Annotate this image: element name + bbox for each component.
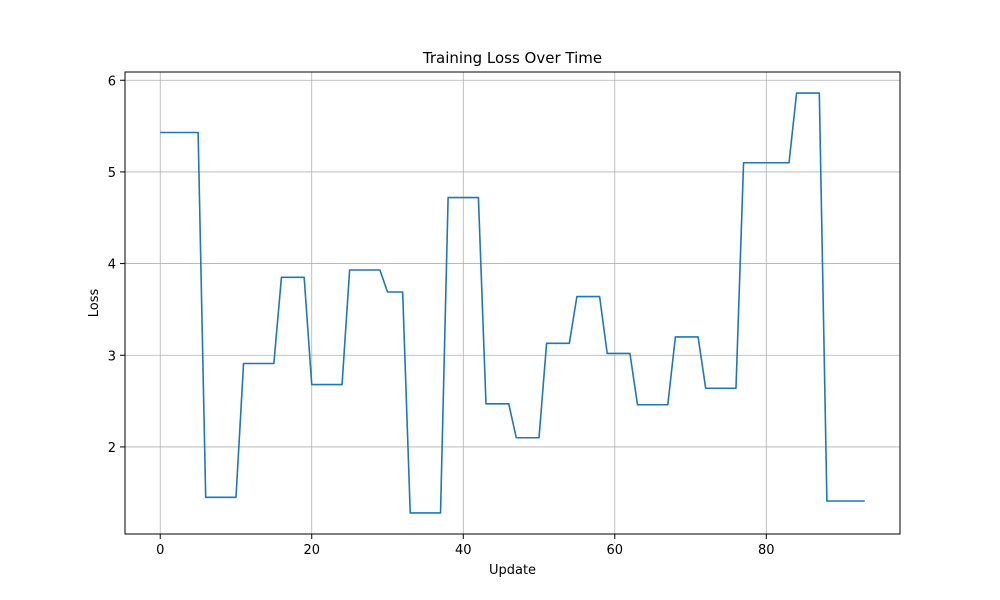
chart-title: Training Loss Over Time (422, 49, 602, 67)
x-tick-label: 60 (606, 543, 623, 558)
x-tick-label: 0 (156, 543, 164, 558)
y-tick-label: 6 (108, 74, 116, 89)
y-axis-ticks: 2 3 4 5 6 (108, 74, 125, 456)
loss-series-line (160, 92, 865, 514)
y-tick-label: 3 (108, 349, 116, 364)
y-axis-label: Loss (87, 289, 102, 318)
x-tick-label: 80 (758, 543, 775, 558)
grid (125, 72, 900, 534)
y-tick-label: 4 (108, 258, 116, 273)
y-tick-label: 2 (108, 441, 116, 456)
x-tick-label: 20 (303, 543, 320, 558)
x-tick-label: 40 (455, 543, 472, 558)
x-axis-ticks: 0 20 40 60 80 (156, 534, 775, 558)
plot-frame (124, 71, 901, 535)
y-tick-label: 5 (108, 166, 116, 181)
x-axis-label: Update (489, 563, 536, 578)
